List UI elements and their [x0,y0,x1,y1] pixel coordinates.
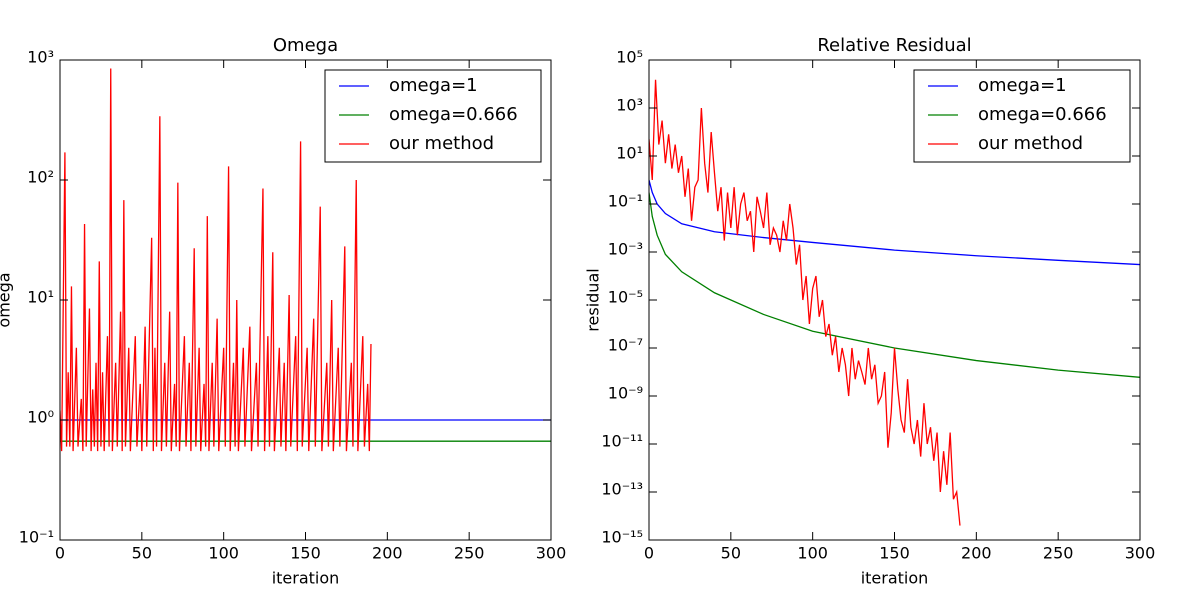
x-tick-label: 50 [132,544,152,563]
legend-label: our method [978,133,1083,154]
legend-label: our method [389,133,494,154]
series-line [649,192,1140,378]
y-tick-label: 10⁻¹ [19,528,54,547]
series-line [649,79,961,526]
legend-label: omega=1 [389,75,478,96]
y-axis-label: omega [0,272,14,327]
y-tick-label: 10¹ [616,144,643,163]
legend-label: omega=0.666 [978,104,1107,125]
legend-label: omega=1 [978,75,1067,96]
y-tick-label: 10² [27,168,54,187]
y-tick-label: 10¹ [27,288,54,307]
x-axis-label: iteration [272,569,340,588]
y-tick-label: 10⁻⁵ [608,288,643,307]
y-tick-label: 10⁻¹³ [601,480,643,499]
y-tick-label: 10⁻¹⁵ [601,528,643,547]
y-axis-label: residual [584,268,603,331]
x-tick-label: 300 [1125,544,1156,563]
series-line [60,68,372,452]
series-line [649,179,1140,266]
subplot: 0 50 100 150 200 250 300 10⁻¹⁵ 10⁻¹³ 10⁻¹¹ 10⁻⁹ 10⁻… [584,35,1156,588]
x-tick-label: 100 [208,544,239,563]
chart-title: Relative Residual [817,35,971,56]
y-tick-label: 10⁻¹ [608,192,643,211]
subplot: 0 50 100 150 200 250 300 10⁻¹ 10⁰ 10¹ 10² 10³ Omega i… [0,35,566,588]
x-tick-label: 0 [644,544,654,563]
y-tick-label: 10⁰ [27,408,54,427]
y-tick-label: 10⁻⁹ [608,384,643,403]
y-tick-label: 10³ [616,96,643,115]
x-tick-label: 50 [721,544,741,563]
y-tick-label: 10⁵ [616,48,643,67]
y-tick-label: 10³ [27,48,54,67]
x-tick-label: 200 [961,544,992,563]
x-tick-label: 100 [797,544,828,563]
x-tick-label: 250 [1043,544,1074,563]
x-tick-label: 250 [454,544,485,563]
x-axis-label: iteration [861,569,929,588]
x-tick-label: 200 [372,544,403,563]
legend-label: omega=0.666 [389,104,518,125]
x-tick-label: 150 [290,544,321,563]
y-tick-label: 10⁻³ [608,240,643,259]
chart-title: Omega [273,35,338,56]
legend-box [324,69,542,163]
y-tick-label: 10⁻¹¹ [601,432,643,451]
x-tick-label: 300 [536,544,567,563]
y-tick-label: 10⁻⁷ [608,336,643,355]
x-tick-label: 0 [55,544,65,563]
legend-box [913,69,1131,163]
x-tick-label: 150 [879,544,910,563]
